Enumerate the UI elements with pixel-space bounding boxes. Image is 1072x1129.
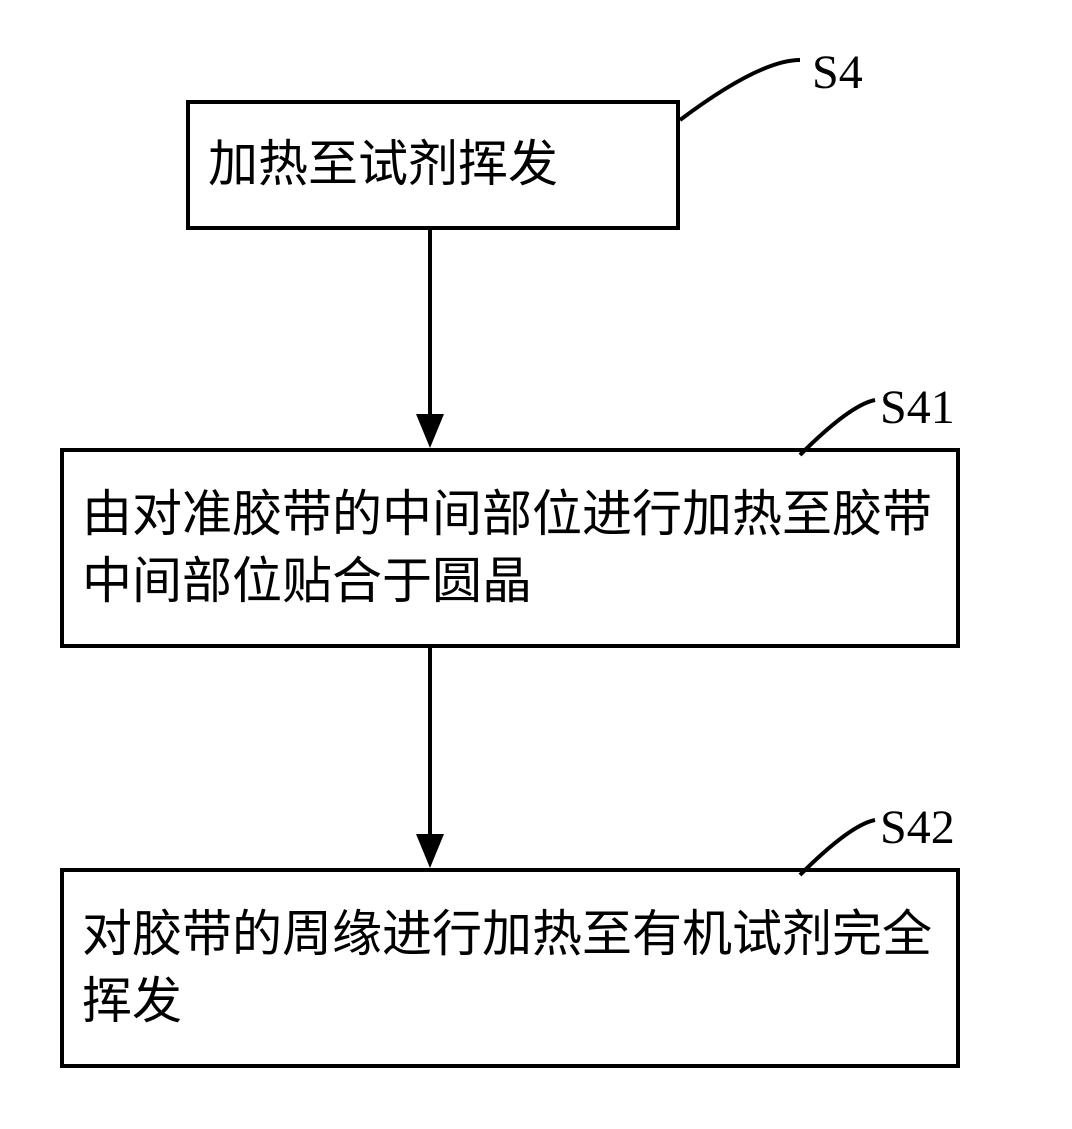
callout-s42 bbox=[0, 0, 1072, 1129]
callout-s42-path bbox=[800, 820, 875, 875]
label-s42: S42 bbox=[880, 800, 955, 855]
flowchart-canvas: 加热至试剂挥发 S4 由对准胶带的中间部位进行加热至胶带中间部位贴合于圆晶 S4… bbox=[0, 0, 1072, 1129]
